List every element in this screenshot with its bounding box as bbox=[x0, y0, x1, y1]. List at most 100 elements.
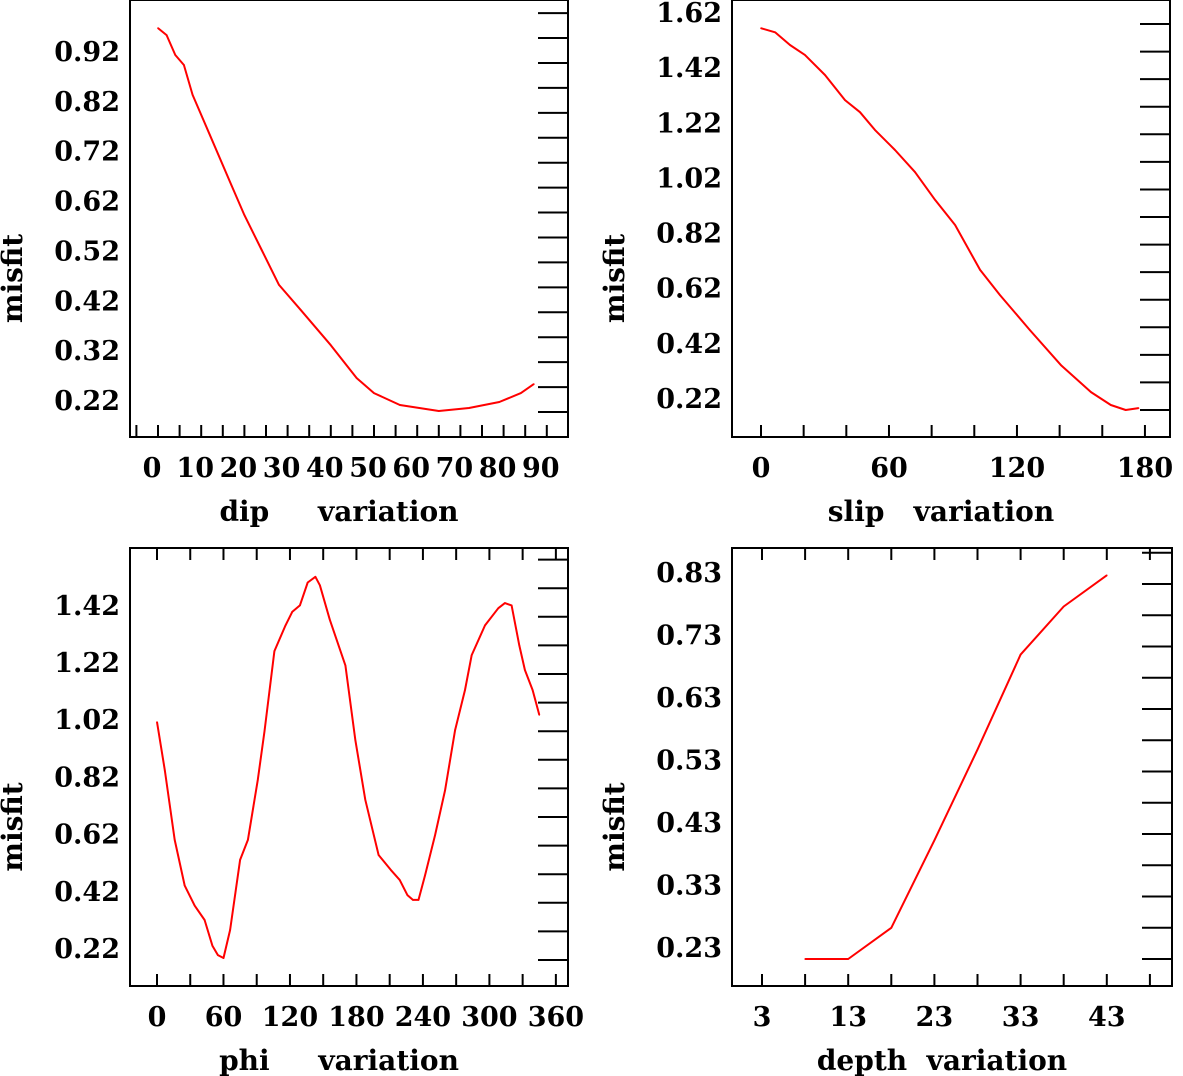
misfit-data-point bbox=[306, 581, 309, 584]
x-tick-label: 0 bbox=[143, 453, 162, 484]
misfit-data-point bbox=[1106, 574, 1108, 577]
misfit-data-point bbox=[377, 854, 380, 856]
x-tick-label: 180 bbox=[1117, 453, 1173, 484]
misfit-data-point bbox=[412, 899, 414, 901]
misfit-data-point bbox=[165, 34, 168, 36]
x-tick-label: 23 bbox=[916, 1002, 954, 1033]
misfit-data-point bbox=[239, 859, 241, 861]
x-tick-label: 180 bbox=[328, 1002, 384, 1033]
misfit-data-point bbox=[444, 789, 446, 791]
misfit-data-point bbox=[524, 669, 526, 671]
misfit-data-point bbox=[174, 54, 177, 56]
y-tick-label: 0.92 bbox=[54, 37, 120, 68]
misfit-data-point bbox=[1019, 653, 1022, 656]
x-tick-label: 90 bbox=[522, 453, 560, 484]
x-tick-label: 50 bbox=[349, 453, 387, 484]
y-tick-label: 0.33 bbox=[656, 871, 722, 902]
misfit-data-point bbox=[243, 214, 246, 216]
y-axis-label: misfit bbox=[0, 234, 29, 323]
x-tick-label: 60 bbox=[870, 453, 908, 484]
misfit-data-point bbox=[979, 269, 981, 271]
x-tick-label: 120 bbox=[989, 453, 1045, 484]
misfit-data-point bbox=[1062, 605, 1065, 608]
y-tick-label: 0.62 bbox=[54, 187, 120, 218]
misfit-data-point bbox=[183, 884, 186, 887]
misfit-data-point bbox=[1028, 329, 1031, 331]
misfit-data-point bbox=[1124, 409, 1127, 411]
y-axis-label: misfit bbox=[598, 234, 631, 323]
x-tick-label: 360 bbox=[528, 1002, 584, 1033]
misfit-data-point bbox=[319, 584, 321, 587]
misfit-data-point bbox=[890, 926, 893, 929]
misfit-data-point bbox=[355, 377, 358, 379]
misfit-data-point bbox=[1090, 391, 1092, 393]
y-tick-label: 0.73 bbox=[656, 621, 722, 652]
plot-frame bbox=[731, 0, 1171, 438]
y-tick-label: 0.82 bbox=[656, 219, 722, 250]
misfit-data-point bbox=[373, 392, 375, 394]
y-tick-label: 0.62 bbox=[54, 820, 120, 851]
misfit-data-point bbox=[510, 604, 513, 607]
misfit-data-point bbox=[933, 839, 936, 842]
misfit-data-point bbox=[284, 624, 287, 627]
y-tick-label: 0.52 bbox=[54, 236, 120, 267]
misfit-data-point bbox=[804, 958, 806, 960]
misfit-data-point bbox=[222, 957, 225, 959]
misfit-series-line bbox=[157, 27, 535, 412]
misfit-data-point bbox=[398, 879, 401, 881]
y-tick-label: 0.22 bbox=[54, 386, 120, 417]
x-tick-label: 40 bbox=[306, 453, 344, 484]
y-axis-label: misfit bbox=[598, 782, 631, 871]
y-tick-label: 1.22 bbox=[656, 108, 722, 139]
misfit-data-point bbox=[859, 111, 861, 114]
y-tick-label: 0.42 bbox=[54, 877, 120, 908]
y-tick-label: 0.62 bbox=[656, 274, 722, 305]
misfit-data-point bbox=[468, 407, 470, 409]
panel-slip: 0 60 120 180 0.22 0.42 0.62 0.82 1.02 1.22 1.42 1.6… bbox=[598, 0, 1173, 528]
misfit-data-point bbox=[263, 730, 266, 732]
misfit-data-point bbox=[229, 929, 231, 931]
y-tick-label: 1.62 bbox=[656, 0, 722, 29]
y-tick-label: 0.82 bbox=[54, 87, 120, 118]
plot-frame bbox=[129, 0, 569, 438]
x-tick-label: 300 bbox=[461, 1002, 517, 1033]
misfit-data-point bbox=[424, 874, 426, 876]
misfit-data-point bbox=[804, 54, 806, 56]
misfit-data-point bbox=[399, 404, 401, 406]
misfit-data-point bbox=[454, 729, 456, 731]
y-tick-label: 0.22 bbox=[54, 934, 120, 965]
misfit-data-point bbox=[191, 94, 194, 96]
misfit-data-point bbox=[504, 602, 506, 604]
misfit-data-point bbox=[417, 899, 420, 901]
x-axis-label: depth variation bbox=[817, 1044, 1067, 1076]
misfit-data-point bbox=[894, 149, 896, 151]
x-tick-label: 120 bbox=[262, 1002, 318, 1033]
misfit-data-point bbox=[533, 383, 535, 385]
misfit-data-point bbox=[844, 99, 846, 101]
y-tick-label: 1.22 bbox=[54, 648, 120, 679]
misfit-data-point bbox=[291, 611, 293, 613]
x-tick-label: 70 bbox=[436, 453, 474, 484]
misfit-data-point bbox=[518, 644, 521, 647]
misfit-data-point bbox=[193, 904, 196, 907]
x-tick-label: 43 bbox=[1088, 1002, 1126, 1033]
misfit-data-point bbox=[354, 738, 357, 741]
panel-phi: 0 60 120 180 240 300 360 0.22 0.42 0.62 0.82 1.02 1.… bbox=[0, 547, 584, 1076]
y-tick-label: 0.82 bbox=[54, 762, 120, 793]
misfit-data-point bbox=[344, 664, 347, 667]
misfit-data-point bbox=[389, 869, 392, 871]
misfit-series-line bbox=[156, 575, 541, 959]
misfit-data-point bbox=[1137, 407, 1140, 409]
x-tick-label: 0 bbox=[752, 453, 771, 484]
misfit-data-point bbox=[874, 129, 876, 131]
x-axis-label: phi variation bbox=[219, 1044, 459, 1076]
misfit-data-point bbox=[976, 748, 979, 751]
misfit-data-point bbox=[497, 607, 500, 610]
misfit-data-point bbox=[211, 944, 214, 947]
plot-frame bbox=[731, 547, 1173, 987]
x-axis-label: dip variation bbox=[219, 495, 458, 528]
misfit-data-point bbox=[774, 31, 776, 34]
y-tick-label: 0.23 bbox=[656, 933, 722, 964]
misfit-series-line bbox=[760, 27, 1139, 411]
